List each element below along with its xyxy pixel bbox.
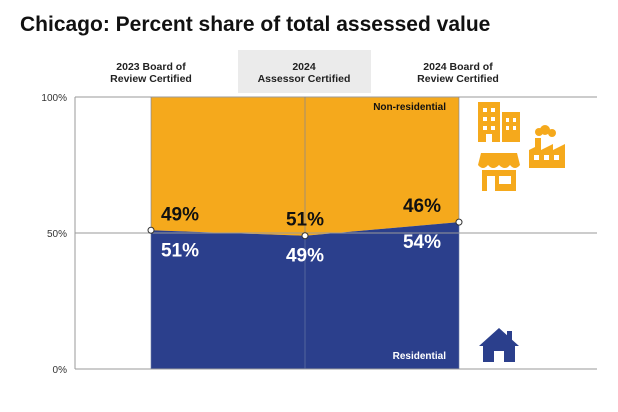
- office-buildings-icon: [478, 102, 520, 142]
- residential-value-label: 51%: [161, 240, 199, 261]
- residential-series-label: Residential: [393, 351, 447, 362]
- y-tick-label: 100%: [41, 93, 67, 104]
- factory-icon: [529, 125, 565, 168]
- non-residential-series-label: Non-residential: [373, 102, 446, 113]
- residential-value-label: 54%: [403, 232, 441, 253]
- residential-value-label: 49%: [286, 246, 324, 267]
- highlighted-stage-background: [238, 50, 371, 93]
- stage-label-line: 2024: [292, 61, 316, 73]
- boundary-point: [301, 232, 309, 240]
- storefront-icon: [478, 153, 520, 191]
- stage-label-2024-bor: 2024 Board of Review Certified: [402, 61, 514, 85]
- stage-label-line: Review Certified: [110, 73, 192, 85]
- boundary-point: [147, 226, 155, 234]
- stage-label-line: 2023 Board of: [116, 61, 186, 73]
- stage-label-2023-bor: 2023 Board of Review Certified: [95, 61, 207, 85]
- stage-label-line: Review Certified: [417, 73, 499, 85]
- stage-label-line: Assessor Certified: [257, 73, 351, 85]
- y-tick-label: 0%: [53, 365, 68, 376]
- boundary-point: [455, 218, 463, 226]
- non-residential-value-label: 46%: [403, 196, 441, 217]
- stage-label-2024-assessor: 2024 Assessor Certified: [248, 61, 360, 85]
- chart-title: Chicago: Percent share of total assessed…: [20, 13, 491, 36]
- non-residential-value-label: 49%: [161, 204, 199, 225]
- y-tick-label: 50%: [47, 229, 67, 240]
- non-residential-value-label: 51%: [286, 210, 324, 231]
- stage-label-line: 2024 Board of: [423, 61, 493, 73]
- house-icon: [479, 328, 519, 362]
